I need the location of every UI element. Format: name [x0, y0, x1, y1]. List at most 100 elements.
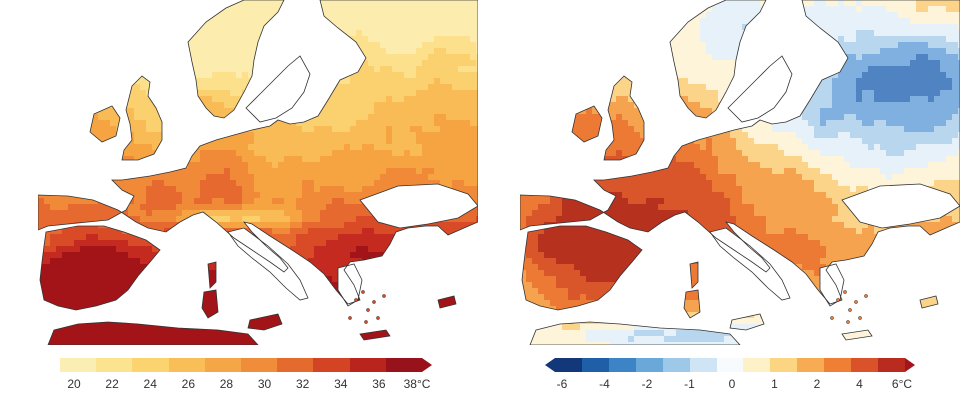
right-aegean-island — [836, 298, 840, 302]
right-sea-black — [841, 183, 960, 229]
right-aegean-island — [843, 290, 847, 294]
left-land-corsica-outline — [207, 261, 217, 289]
left-colorbar-swatch — [132, 358, 169, 372]
right-land-iberia-outline — [521, 225, 643, 311]
right-land-crete-outline — [841, 329, 873, 341]
right-sea-baltic — [727, 55, 793, 123]
left-tick-label: 38°C — [403, 377, 431, 391]
right-colorbar-swatch — [662, 358, 690, 372]
left-colorbar-swatch — [204, 358, 241, 372]
left-colorbar-swatch — [277, 358, 314, 372]
left-land-scandinavia-outline — [187, 0, 285, 119]
right-aegean-island — [848, 308, 852, 312]
right-anomaly-map — [520, 0, 960, 345]
left-land-great-britain-outline — [121, 75, 163, 161]
left-land-continent-outline — [38, 0, 478, 305]
right-land-north-africa-outline — [529, 321, 741, 345]
right-aegean-island — [864, 294, 868, 298]
right-land-corsica-outline — [689, 261, 699, 289]
left-aegean-island — [348, 316, 352, 320]
right-colorbar — [545, 358, 915, 372]
right-colorbar-ticks: -6 -4 -2 -1 0 1 2 4 6°C — [545, 377, 915, 393]
right-tick-label: -1 — [684, 377, 695, 391]
left-colorbar-swatch — [96, 358, 133, 372]
left-tick-label: 34 — [334, 377, 348, 391]
right-colorbar-swatch — [878, 358, 905, 372]
right-tick-label: -6 — [556, 377, 568, 391]
left-tick-label: 32 — [295, 377, 310, 391]
left-colorbar-swatch — [313, 358, 350, 372]
left-sea-black — [359, 183, 478, 229]
left-colorbar-swatch — [349, 358, 386, 372]
right-colorbar-swatch — [851, 358, 879, 372]
left-tick-label: 20 — [67, 377, 81, 391]
right-land-sicily-outline — [729, 313, 765, 331]
right-colorbar-swatch — [716, 358, 744, 372]
left-sea-aegean — [337, 263, 363, 307]
right-land-ireland-outline — [571, 105, 603, 143]
right-tick-label: -4 — [599, 377, 610, 391]
left-aegean-island — [364, 320, 368, 324]
right-colorbar-swatch — [797, 358, 825, 372]
right-tick-label: 4 — [856, 377, 863, 391]
left-aegean-island — [361, 290, 365, 294]
left-aegean-island — [354, 298, 358, 302]
right-colorbar-swatch — [770, 358, 798, 372]
left-land-cyprus-outline — [437, 295, 457, 309]
right-land-scandinavia-outline — [669, 0, 767, 119]
left-temperature-map — [38, 0, 478, 345]
left-tick-label: 22 — [105, 377, 119, 391]
right-colorbar-arrow-left — [545, 358, 555, 372]
left-field-cells — [38, 0, 478, 345]
right-land-cyprus-outline — [919, 295, 939, 309]
left-land-iberia-outline — [39, 225, 161, 311]
left-land-sardinia-outline — [201, 289, 219, 319]
left-tick-label: 24 — [143, 377, 157, 391]
left-colorbar-swatch — [168, 358, 205, 372]
left-land-crete-outline — [359, 329, 391, 341]
right-aegean-island — [858, 316, 862, 320]
right-colorbar-swatch — [555, 358, 582, 372]
right-tick-label: 2 — [813, 377, 821, 391]
right-tick-label: 0 — [728, 377, 736, 391]
right-map-canvas — [520, 0, 960, 345]
right-field-cells — [520, 0, 960, 345]
left-aegean-island — [382, 294, 386, 298]
left-colorbar-swatch — [240, 358, 278, 372]
left-sea-baltic — [245, 55, 311, 123]
left-colorbar-swatches — [60, 358, 422, 372]
right-land-sardinia-outline — [683, 289, 701, 319]
left-aegean-island — [372, 300, 376, 304]
right-land-continent-outline — [520, 0, 960, 305]
right-colorbar-swatch — [743, 358, 771, 372]
left-colorbar-arrow-right — [422, 358, 432, 372]
left-land-ireland-outline — [89, 105, 121, 143]
left-map-canvas — [38, 0, 478, 345]
right-colorbar-arrow-right — [905, 358, 915, 372]
left-colorbar-ticks: 20 22 24 26 28 30 32 34 36 38°C — [60, 377, 432, 393]
right-tick-label: -2 — [641, 377, 653, 391]
right-aegean-island — [830, 316, 834, 320]
left-tick-label: 36 — [372, 377, 386, 391]
right-land-great-britain-outline — [603, 75, 645, 161]
left-aegean-island — [366, 308, 370, 312]
left-land-sicily-outline — [247, 313, 283, 331]
right-tick-label: 1 — [771, 377, 778, 391]
right-colorbar-swatch — [608, 358, 636, 372]
right-sea-aegean — [819, 263, 845, 307]
left-tick-label: 30 — [257, 377, 272, 391]
left-tick-label: 28 — [219, 377, 234, 391]
right-colorbar-swatch — [581, 358, 609, 372]
right-aegean-island — [854, 300, 858, 304]
left-colorbar — [60, 358, 432, 372]
left-colorbar-swatch — [60, 358, 97, 372]
right-colorbar-swatches — [555, 358, 905, 372]
right-tick-label: 6°C — [891, 377, 913, 391]
right-colorbar-swatch — [824, 358, 852, 372]
left-sea-adriatic — [227, 227, 309, 301]
left-colorbar-swatch — [385, 358, 422, 372]
right-aegean-island — [846, 320, 850, 324]
right-colorbar-swatch — [689, 358, 717, 372]
right-sea-adriatic — [709, 227, 791, 301]
left-land-north-africa-outline — [47, 321, 259, 345]
